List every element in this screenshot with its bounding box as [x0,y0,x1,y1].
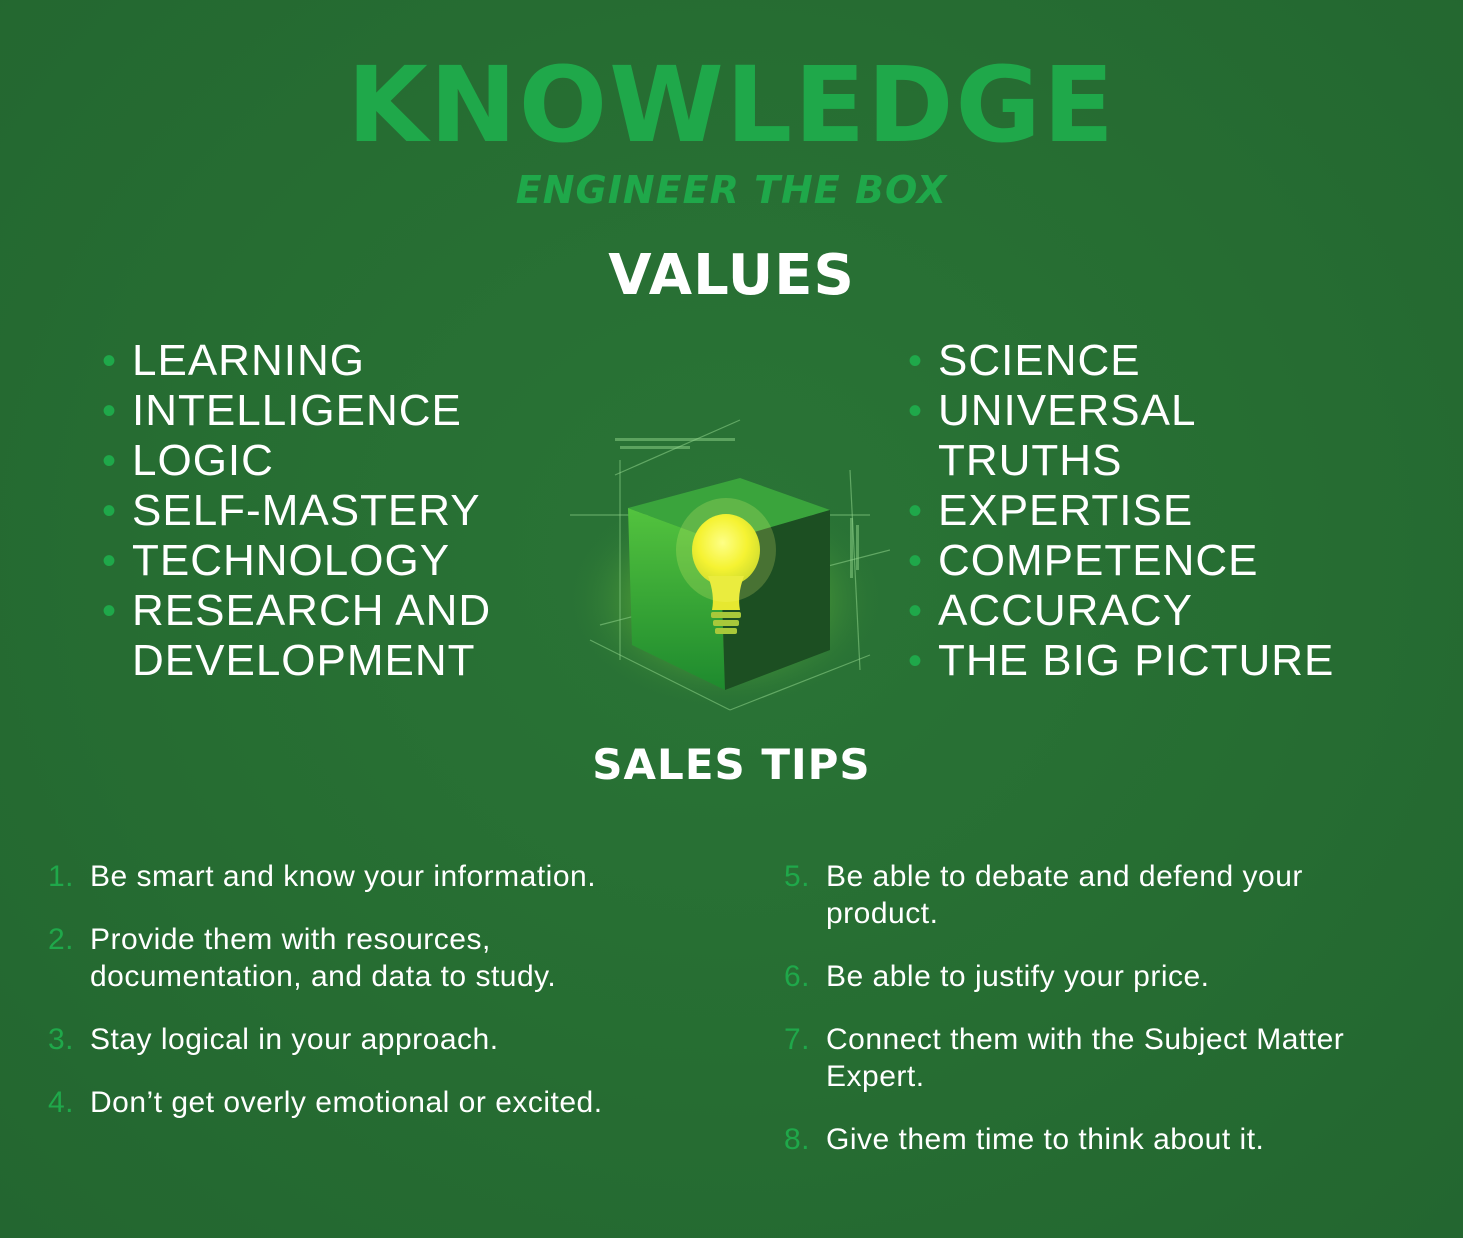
value-item: • RESEARCH AND DEVELOPMENT [102,586,492,685]
value-item: • LOGIC [102,436,274,485]
bullet-icon: • [908,339,924,383]
value-item: • UNIVERSAL TRUTHS [908,386,1195,485]
tip-item: 1. Be smart and know your information. [48,860,597,893]
value-item: • ACCURACY [908,586,1193,635]
value-item: • SCIENCE [908,336,1141,385]
tip-item: 4. Don’t get overly emotional or excited. [48,1086,603,1119]
value-item: • COMPETENCE [908,536,1259,585]
bullet-icon: • [908,589,924,633]
bullet-icon: • [908,389,924,433]
bullet-icon: • [102,539,118,583]
value-item: • THE BIG PICTURE [908,636,1335,685]
bullet-icon: • [908,539,924,583]
bullet-icon: • [908,489,924,533]
value-item: • LEARNING [102,336,365,385]
sales-tips-left: 1. Be smart and know your information. 2.… [48,858,768,1121]
value-item: • SELF-MASTERY [102,486,481,535]
tip-item: 5. Be able to debate and defend your prod… [784,860,1303,930]
bullet-icon: • [908,639,924,683]
lightbulb-cube-icon [560,400,891,730]
bullet-icon: • [102,439,118,483]
sales-tips-right: 5. Be able to debate and defend your prod… [784,858,1444,1158]
value-item: • TECHNOLOGY [102,536,451,585]
tip-item: 8. Give them time to think about it. [784,1123,1265,1156]
tip-item: 7. Connect them with the Subject Matter E… [784,1023,1345,1093]
bullet-icon: • [102,339,118,383]
tip-item: 6. Be able to justify your price. [784,960,1210,993]
bullet-icon: • [102,389,118,433]
lightbulb-cube-illustration [565,419,891,711]
page-subtitle: ENGINEER THE BOX [515,168,948,212]
value-item: • INTELLIGENCE [102,386,462,435]
page-title: KNOWLEDGE [347,44,1116,166]
tip-item: 2. Provide them with resources, documenta… [48,923,557,993]
values-list-left: • LEARNING • INTELLIGENCE • LOGIC • SELF-MAS… [100,336,570,686]
bullet-icon: • [102,489,118,533]
sales-tips-heading: SALES TIPS [592,740,871,789]
values-list-right: • SCIENCE • UNIVERSAL TRUTHS • EXPERTISE • C… [906,336,1406,686]
bullet-icon: • [102,589,118,633]
tip-item: 3. Stay logical in your approach. [48,1023,499,1056]
values-heading: VALUES [608,243,855,308]
value-item: • EXPERTISE [908,486,1194,535]
